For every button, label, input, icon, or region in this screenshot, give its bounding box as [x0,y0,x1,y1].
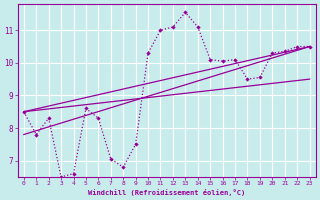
X-axis label: Windchill (Refroidissement éolien,°C): Windchill (Refroidissement éolien,°C) [88,189,245,196]
